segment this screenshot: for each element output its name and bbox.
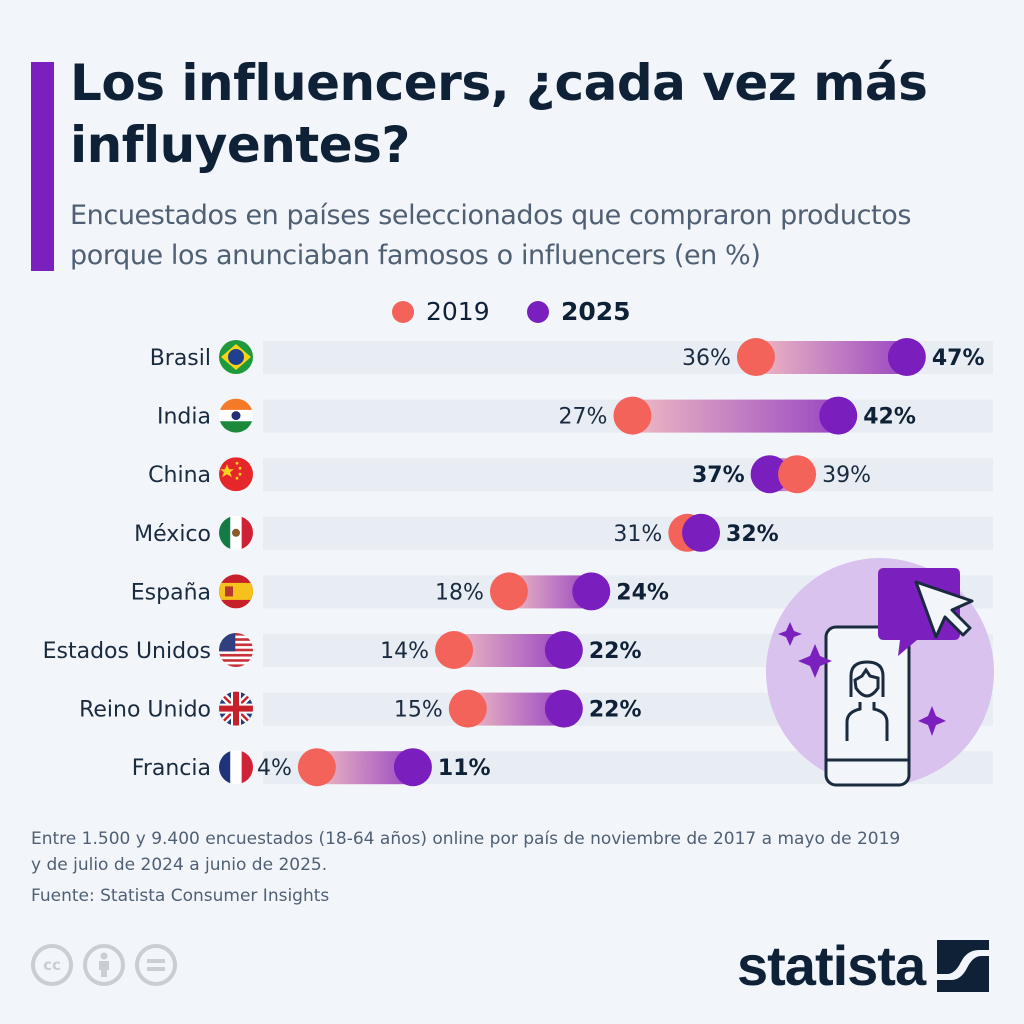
chart-row: India 27% 42% [157,396,993,435]
brand-name: statista [737,934,926,997]
legend-label-2025: 2025 [561,297,631,326]
sparkle-icon [798,644,832,678]
country-label: Francia [132,756,211,781]
dot-2025 [572,572,611,611]
row-track [263,458,993,492]
change-connector [632,399,839,433]
value-label-2019: 31% [613,522,662,547]
value-label-2019: 36% [682,346,731,371]
value-label-2025: 11% [438,756,491,781]
value-label-2019: 18% [435,580,484,605]
spain-flag-icon [219,574,253,609]
creative-commons-icon[interactable]: cc [31,944,73,986]
country-label: España [131,580,211,605]
value-label-2019: 27% [559,405,608,430]
dot-2025 [887,338,926,376]
dot-2019 [489,572,528,611]
chart-title: Los influencers, ¿cada vez más influyent… [70,54,928,174]
dumbbell-chart: Brasil 36% 47% India 27% 42% China 39% 37% México… [43,338,994,787]
brazil-flag-icon [219,340,253,374]
value-label-2025: 24% [616,580,669,605]
row-track [263,516,993,550]
chart-row: México 31% 32% [134,513,993,552]
dot-2019 [736,338,775,376]
legend: 2019 2025 [0,297,1024,333]
cursor-icon [914,580,974,639]
sparkle-icon [918,706,946,736]
legend-dot-2025 [527,300,549,323]
dot-2025 [819,396,858,435]
dot-2019 [448,689,487,728]
uk-flag-icon [219,691,253,726]
phone-icon [824,625,911,787]
source-note: Fuente: Statista Consumer Insights [31,886,330,906]
value-label-2025: 47% [932,346,985,371]
cc-label: cc [43,956,61,974]
attribution-icon[interactable] [83,944,125,986]
accent-bar [31,62,54,271]
statista-logo[interactable]: statista [737,934,990,997]
value-label-2025: 22% [589,639,642,664]
country-label: Estados Unidos [43,639,211,664]
no-derivatives-icon[interactable] [135,944,177,986]
value-label-2019: 14% [380,639,429,664]
legend-item-2019: 2019 [392,297,490,326]
india-flag-icon [219,398,253,433]
influencer-illustration [766,558,994,787]
sparkle-icon [778,622,802,646]
value-label-2025: 42% [863,405,916,430]
dot-2019 [435,631,474,669]
license-icons: cc [31,944,177,986]
country-label: México [134,522,211,547]
statista-mark-icon [937,940,990,992]
chart-row: Brasil 36% 47% [150,338,993,376]
legend-dot-2019 [392,300,414,323]
dot-2025 [750,455,789,494]
dot-2025 [682,513,721,552]
dot-2025 [544,689,583,728]
value-label-2025: 32% [726,522,779,547]
value-label-2025: 37% [692,463,745,488]
chart-row: China 39% 37% [148,455,993,494]
country-label: China [148,463,211,488]
chart-subtitle: Encuestados en países seleccionados que … [70,200,911,271]
dot-2019 [613,396,652,435]
legend-item-2025: 2025 [527,297,631,326]
dot-2019 [778,455,817,494]
value-label-2025: 22% [589,698,642,723]
person-icon [845,660,889,741]
country-label: India [157,405,211,430]
china-flag-icon [219,457,253,492]
footnote: Entre 1.500 y 9.400 encuestados (18-64 a… [31,829,901,875]
usa-flag-icon [219,633,253,667]
dot-2019 [297,748,336,787]
country-label: Brasil [150,346,211,371]
france-flag-icon [219,750,253,785]
change-connector [755,341,907,374]
value-label-2019: 39% [822,463,871,488]
dot-2025 [393,748,432,787]
value-label-2019: 15% [394,698,443,723]
mexico-flag-icon [219,515,253,550]
legend-label-2019: 2019 [426,297,490,326]
value-label-2019: 4% [257,756,292,781]
country-label: Reino Unido [79,698,211,723]
dot-2025 [544,631,583,669]
